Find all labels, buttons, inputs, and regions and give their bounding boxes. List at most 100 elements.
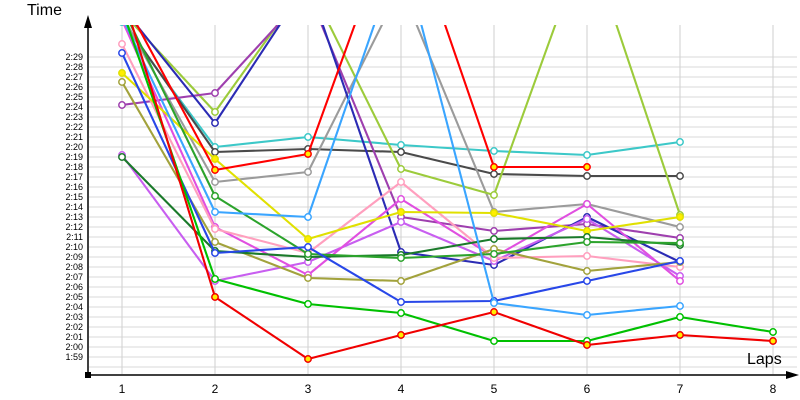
y-tick-label: 2:05: [65, 292, 83, 302]
series-marker-pink: [211, 225, 219, 233]
y-tick-label: 2:08: [65, 262, 83, 272]
series-marker-blue: [583, 277, 591, 285]
y-tick-label: 1:59: [65, 352, 83, 362]
y-tick-label: 2:29: [65, 52, 83, 62]
y-tick-label: 2:18: [65, 162, 83, 172]
series-marker-cyan: [119, 25, 125, 26]
series-marker-darkgray: [490, 170, 498, 178]
y-tick-label: 2:20: [65, 142, 83, 152]
series-marker-violet: [397, 218, 405, 226]
series-marker-green: [397, 309, 405, 317]
series-marker-green: [211, 275, 219, 283]
y-tick-label: 2:21: [65, 132, 83, 142]
origin-marker: [85, 372, 91, 378]
y-tick-label: 2:10: [65, 242, 83, 252]
y-tick-label: 2:19: [65, 152, 83, 162]
series-marker-mediumgreen: [119, 4, 125, 10]
x-axis-arrow-icon: [786, 371, 799, 379]
y-tick-label: 2:06: [65, 282, 83, 292]
series-marker-dodgerblue: [583, 311, 591, 319]
series-marker-mediumgreen: [583, 238, 591, 246]
series-marker-green: [490, 337, 498, 345]
series-marker-khaki: [304, 274, 312, 282]
series-marker-dodgerblue: [490, 299, 498, 307]
series-marker-green: [119, 6, 125, 12]
series-marker-gray: [304, 168, 312, 176]
series-marker-yellow: [211, 155, 219, 163]
y-tick-label: 2:11: [66, 232, 83, 242]
series-marker-dodgerblue: [211, 208, 219, 216]
series-line-green: [126, 25, 775, 343]
series-marker-darkgray: [119, 16, 125, 22]
series-marker-dodgerblue: [119, 14, 125, 20]
series-marker-purple: [118, 101, 126, 109]
series-marker-pink: [583, 252, 591, 260]
series-marker-yellowgreen: [490, 191, 498, 199]
series-marker-pink: [118, 40, 126, 48]
series-marker-yellowgreen: [211, 108, 219, 116]
series-marker-yellow: [304, 235, 312, 243]
series-marker-red2: [676, 331, 684, 339]
y-tick-label: 2:15: [65, 192, 83, 202]
y-tick-label: 2:28: [65, 62, 83, 72]
series-marker-magenta: [397, 195, 405, 203]
y-tick-label: 2:09: [65, 252, 83, 262]
y-tick-label: 2:13: [65, 212, 83, 222]
series-marker-magenta: [119, 17, 125, 23]
y-tick-label: 2:02: [65, 322, 83, 332]
series-marker-cyan: [676, 138, 684, 146]
x-tick-label: 7: [677, 382, 684, 396]
series-line-red: [135, 25, 589, 172]
series-marker-cyan: [583, 151, 591, 159]
series-marker-khaki: [211, 238, 219, 246]
series-marker-navy: [211, 119, 219, 127]
x-tick-label: 3: [305, 382, 312, 396]
series-marker-red: [304, 150, 312, 158]
series-marker-cyan: [490, 147, 498, 155]
series-marker-darkgreen: [118, 153, 126, 161]
y-tick-label: 2:12: [65, 222, 83, 232]
x-tick-label: 6: [584, 382, 591, 396]
y-tick-label: 2:16: [65, 182, 83, 192]
series-marker-blue: [304, 243, 312, 251]
x-tick-label: 5: [491, 382, 498, 396]
series-marker-green: [676, 313, 684, 321]
series-marker-red: [211, 166, 219, 174]
series-marker-yellow: [118, 69, 126, 77]
y-tick-label: 2:26: [65, 82, 83, 92]
series-marker-violet: [583, 215, 591, 223]
series-marker-cyan: [304, 133, 312, 141]
series-marker-blue: [118, 49, 126, 57]
x-tick-label: 4: [398, 382, 405, 396]
series-marker-magenta: [676, 277, 684, 285]
y-tick-label: 2:00: [65, 342, 83, 352]
y-tick-label: 2:04: [65, 302, 83, 312]
series-marker-darkgreen: [490, 235, 498, 243]
series-line-red2: [130, 25, 775, 361]
series-marker-pink: [397, 178, 405, 186]
y-tick-label: 2:27: [65, 72, 83, 82]
x-tick-label: 2: [212, 382, 219, 396]
series-marker-mediumgreen: [211, 192, 219, 200]
series-marker-blue: [211, 249, 219, 257]
series-marker-blue: [676, 257, 684, 265]
series-marker-green: [304, 300, 312, 308]
series-marker-yellowgreen: [119, 9, 125, 15]
series-marker-mediumgreen: [397, 254, 405, 262]
series-marker-khaki: [583, 267, 591, 275]
series-marker-dodgerblue: [304, 213, 312, 221]
series-marker-red2: [397, 331, 405, 339]
series-marker-yellow: [676, 213, 684, 221]
series-marker-green: [769, 328, 777, 336]
series-marker-darkgray: [583, 172, 591, 180]
series-marker-mediumgreen: [304, 250, 312, 258]
series-marker-purple: [490, 227, 498, 235]
series-marker-red2: [211, 293, 219, 301]
series-marker-red2: [583, 341, 591, 349]
series-marker-yellow: [490, 209, 498, 217]
x-tick-label: 1: [119, 382, 126, 396]
series-marker-gray: [676, 223, 684, 231]
series-marker-khaki: [118, 78, 126, 86]
series-marker-red: [583, 163, 591, 171]
